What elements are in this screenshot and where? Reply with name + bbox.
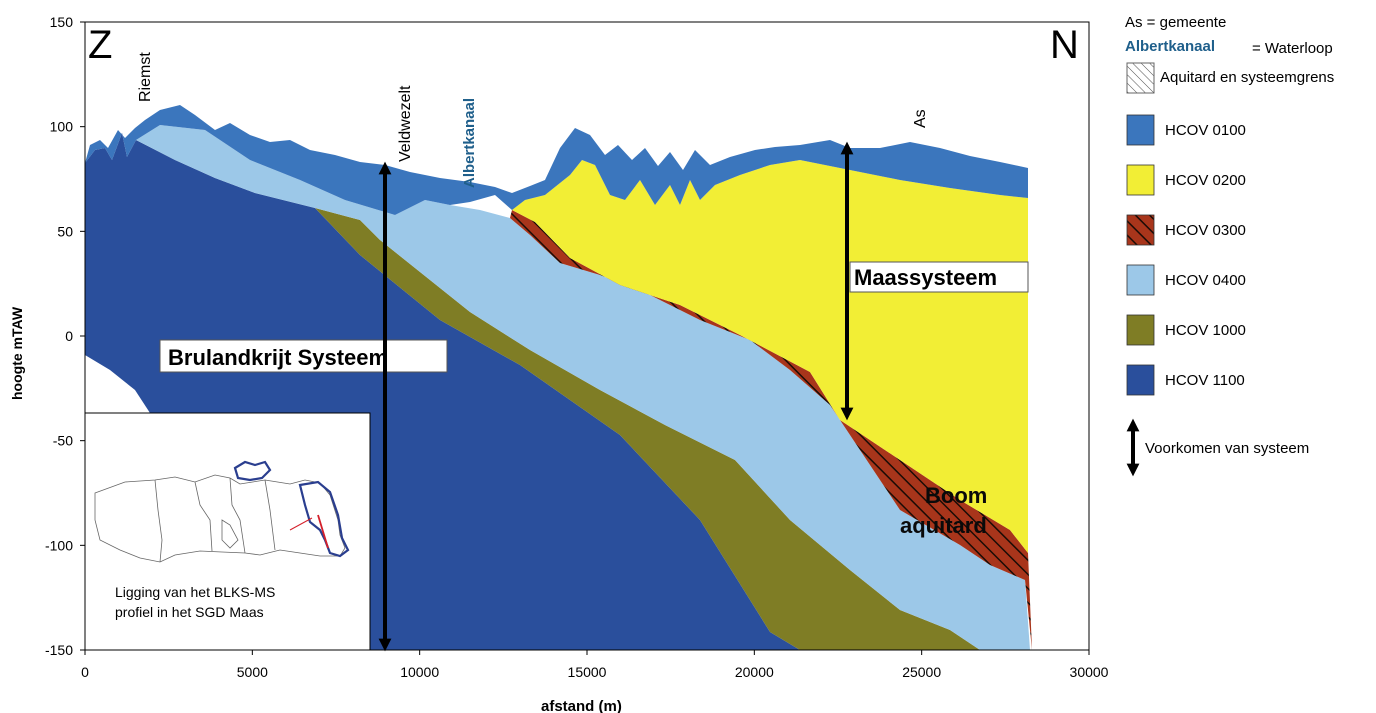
x-tick-label: 15000 [568,664,607,680]
layer-hcov-1000 [315,208,980,650]
y-axis-ticks: 150 100 50 0 -50 -100 -150 [45,14,85,658]
y-tick-label: 150 [50,14,74,30]
inset-profile-line [317,514,329,549]
place-label-veldwezelt: Veldwezelt [397,85,414,162]
legend-unit-label: HCOV 0200 [1165,172,1246,189]
legend-units: HCOV 0100 HCOV 0200 HCOV 0300 HCOV 0400 HCOV… [1126,114,1246,396]
white-area [85,355,150,413]
legend-aquitard-key: Aquitard en systeemgrens [1160,69,1334,86]
legend-waterloop-name: Albertkanaal [1125,38,1215,55]
layer-hcov-0300 [510,210,1032,650]
x-tick-label: 0 [81,664,89,680]
x-tick-label: 10000 [400,664,439,680]
x-tick-label: 30000 [1070,664,1109,680]
boom-aquitard-line1: Boom [925,483,987,508]
inset-map [94,474,346,563]
layer-hcov-0400 [136,125,1030,650]
y-tick-label: 50 [57,223,73,239]
maassysteem-box [849,261,1029,293]
place-label-albertkanaal: Albertkanaal [461,98,478,188]
inset-profile-line-2 [289,517,313,531]
legend-unit-label: HCOV 1000 [1165,322,1246,339]
place-label-riemst: Riemst [137,52,154,102]
x-tick-label: 25000 [902,664,941,680]
layer-hcov-0100 [85,105,1028,215]
brulandkrijt-label: Brulandkrijt Systeem [168,345,388,370]
brulandkrijt-box [159,339,448,373]
legend-gemeente: As = gemeente [1125,14,1226,31]
legend-unit-label: HCOV 0100 [1165,122,1246,139]
y-tick-label: -150 [45,642,73,658]
legend-arrow-key: Voorkomen van systeem [1145,440,1309,457]
boom-aquitard-line2: aquitard [900,513,987,538]
legend-swatch [1126,364,1155,396]
x-axis-label: afstand (m) [541,698,622,713]
inset-maas-basin [233,460,350,558]
x-tick-label: 20000 [735,664,774,680]
legend-swatch [1126,114,1155,146]
inset-caption-line2: profiel in het SGD Maas [115,604,264,620]
legend-unit-label: HCOV 0400 [1165,272,1246,289]
legend-waterloop-key: = Waterloop [1252,40,1333,57]
orientation-south: Z [88,23,112,67]
legend-swatch [1126,264,1155,296]
legend-aquitard-swatch [1126,62,1155,94]
y-tick-label: 0 [65,328,73,344]
y-tick-label: 100 [50,119,74,135]
y-axis-label: hoogte mTAW [9,306,25,400]
orientation-north: N [1050,23,1079,67]
place-label-as: As [912,109,929,128]
maassysteem-label: Maassysteem [854,265,997,290]
legend-unit-label: HCOV 1100 [1165,372,1245,389]
inset-caption-line1: Ligging van het BLKS-MS [115,584,275,600]
legend-swatch [1126,164,1155,196]
x-tick-label: 5000 [237,664,268,680]
layer-hcov-0200 [512,160,1028,553]
y-tick-label: -50 [53,433,73,449]
x-axis-ticks: 0 5000 10000 15000 20000 25000 30000 [81,650,1109,680]
legend-swatch [1126,314,1155,346]
y-tick-label: -100 [45,537,73,553]
legend-unit-label: HCOV 0300 [1165,222,1246,239]
legend: As = gemeente Albertkanaal = Waterloop A… [1125,14,1334,477]
legend-swatch [1126,214,1155,246]
